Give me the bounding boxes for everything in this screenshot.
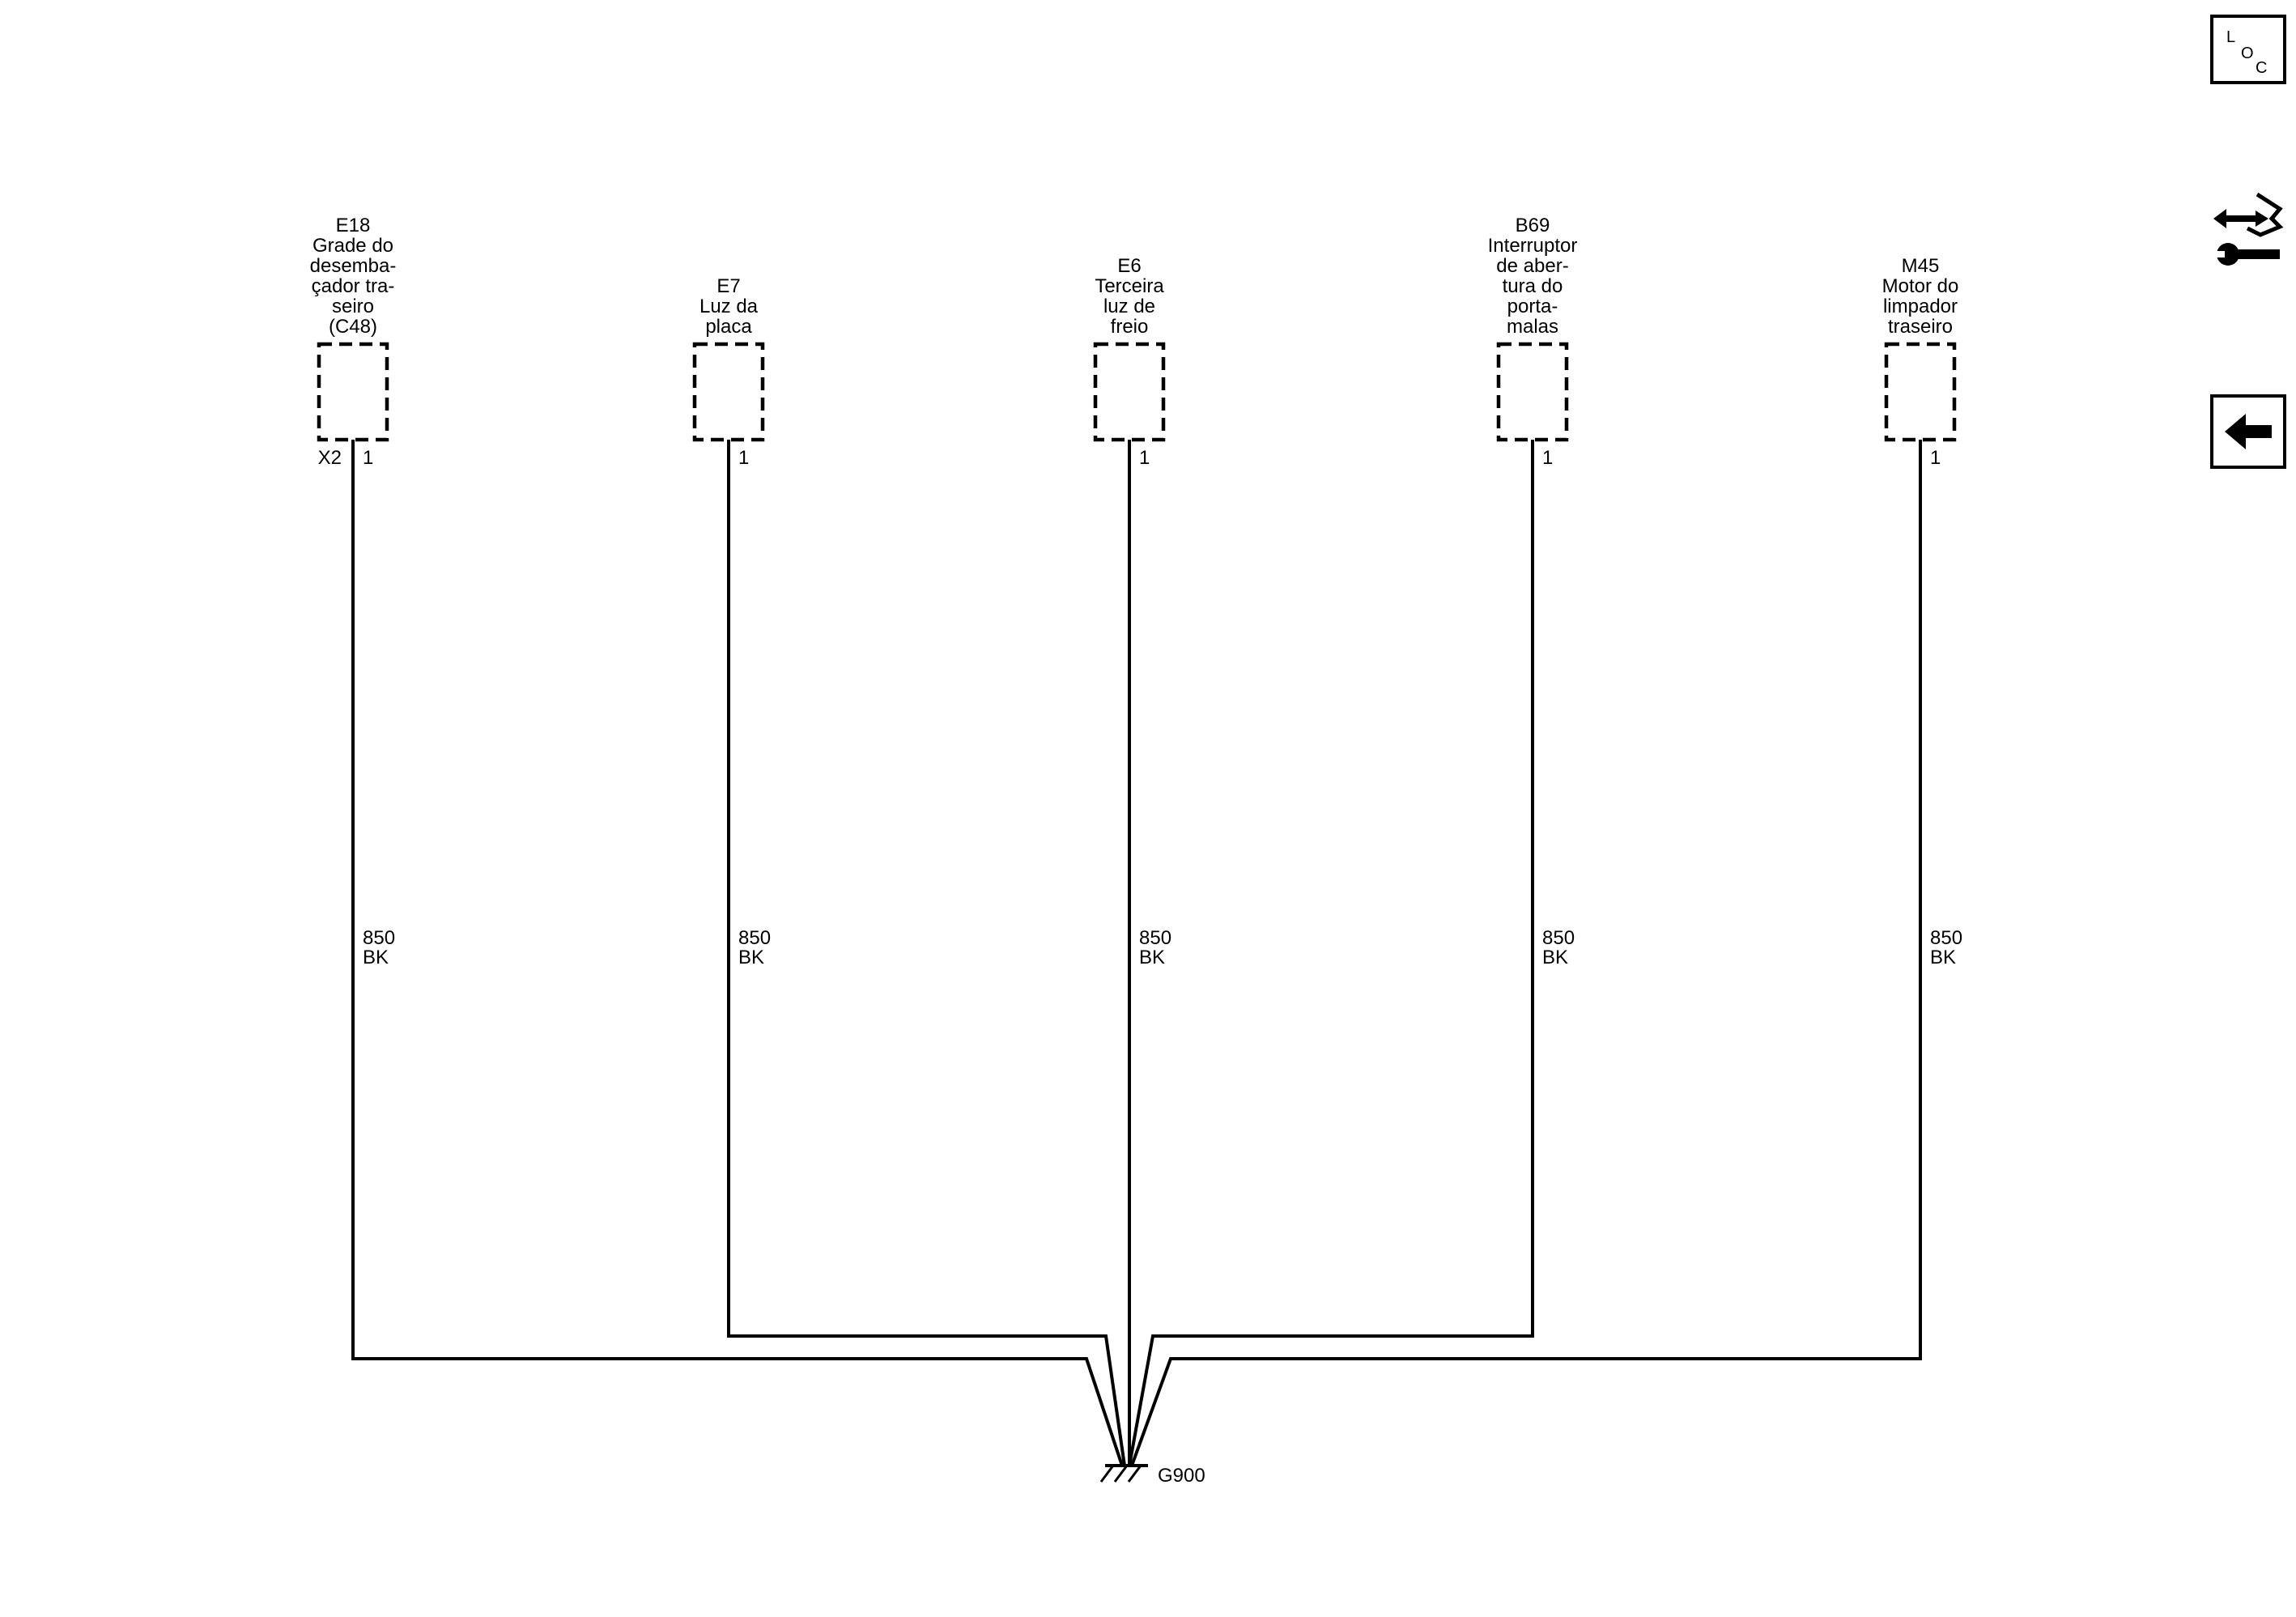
wire-e7 — [727, 440, 1126, 1466]
circuit-number: 850 — [363, 927, 395, 949]
back-button[interactable] — [2210, 394, 2286, 469]
wire-e18 — [351, 440, 1124, 1466]
wire-color: BK — [1542, 947, 1568, 968]
pin-number: 1 — [1930, 447, 1941, 469]
component-name-line: malas — [1507, 316, 1558, 338]
ground-symbol-icon — [1099, 1464, 1148, 1483]
connector-label: X2 — [318, 447, 342, 469]
component-name-line: tura do — [1503, 275, 1563, 297]
wrench-arrows-icon — [2213, 192, 2284, 266]
wire-color: BK — [1930, 947, 1956, 968]
circuit-number: 850 — [1930, 927, 1962, 949]
circuit-number: 850 — [738, 927, 771, 949]
component-name-line: traseiro — [1888, 316, 1953, 338]
ground-layer: G900 — [1099, 1464, 1205, 1487]
component-name-line: Luz da — [699, 296, 759, 317]
component-name-line: de aber- — [1496, 255, 1568, 277]
component-name-line: freio — [1111, 316, 1149, 338]
component-name-line: Grade do — [313, 235, 393, 257]
pin-number: 1 — [1139, 447, 1150, 469]
component-name-line: Terceira — [1095, 275, 1164, 297]
wire-color: BK — [363, 947, 389, 968]
pin-number: 1 — [738, 447, 749, 469]
connector-box — [317, 342, 389, 442]
component-name-line: Motor do — [1882, 275, 1959, 297]
wires-layer — [351, 440, 1922, 1466]
loc-letter-c: C — [2256, 59, 2267, 77]
component-name-line: porta- — [1507, 296, 1558, 317]
component-name-line: çador tra- — [312, 275, 395, 297]
connector-box — [1093, 342, 1166, 442]
back-arrow-icon — [2225, 414, 2272, 449]
component-name-line: seiro — [332, 296, 374, 317]
wire-b69 — [1128, 440, 1534, 1466]
component-name-line: desemba- — [310, 255, 397, 277]
loc-letter-l: L — [2226, 28, 2235, 46]
loc-icon: L O C — [2226, 28, 2267, 77]
component-id: B69 — [1516, 215, 1550, 236]
loc-letter-o: O — [2241, 45, 2254, 62]
wire-m45 — [1130, 440, 1922, 1466]
component-name-line: limpador — [1883, 296, 1958, 317]
connector-box — [1884, 342, 1957, 442]
component-id: E18 — [336, 215, 371, 236]
component-id: E7 — [716, 275, 740, 297]
connector-box — [692, 342, 765, 442]
service-info-button[interactable] — [2210, 186, 2286, 283]
component-id: M45 — [1902, 255, 1940, 277]
component-name-line: placa — [705, 316, 752, 338]
wire-color: BK — [738, 947, 764, 968]
pin-number: 1 — [363, 447, 373, 469]
circuit-number: 850 — [1139, 927, 1171, 949]
component-id: E6 — [1117, 255, 1141, 277]
component-name-line: Interruptor — [1488, 235, 1578, 257]
location-button[interactable]: L O C — [2210, 15, 2286, 84]
circuit-number: 850 — [1542, 927, 1575, 949]
component-name-line: (C48) — [329, 316, 377, 338]
component-name-line: luz de — [1103, 296, 1155, 317]
ground-label: G900 — [1158, 1465, 1205, 1487]
pin-number: 1 — [1542, 447, 1553, 469]
connector-box — [1496, 342, 1569, 442]
wire-color: BK — [1139, 947, 1165, 968]
